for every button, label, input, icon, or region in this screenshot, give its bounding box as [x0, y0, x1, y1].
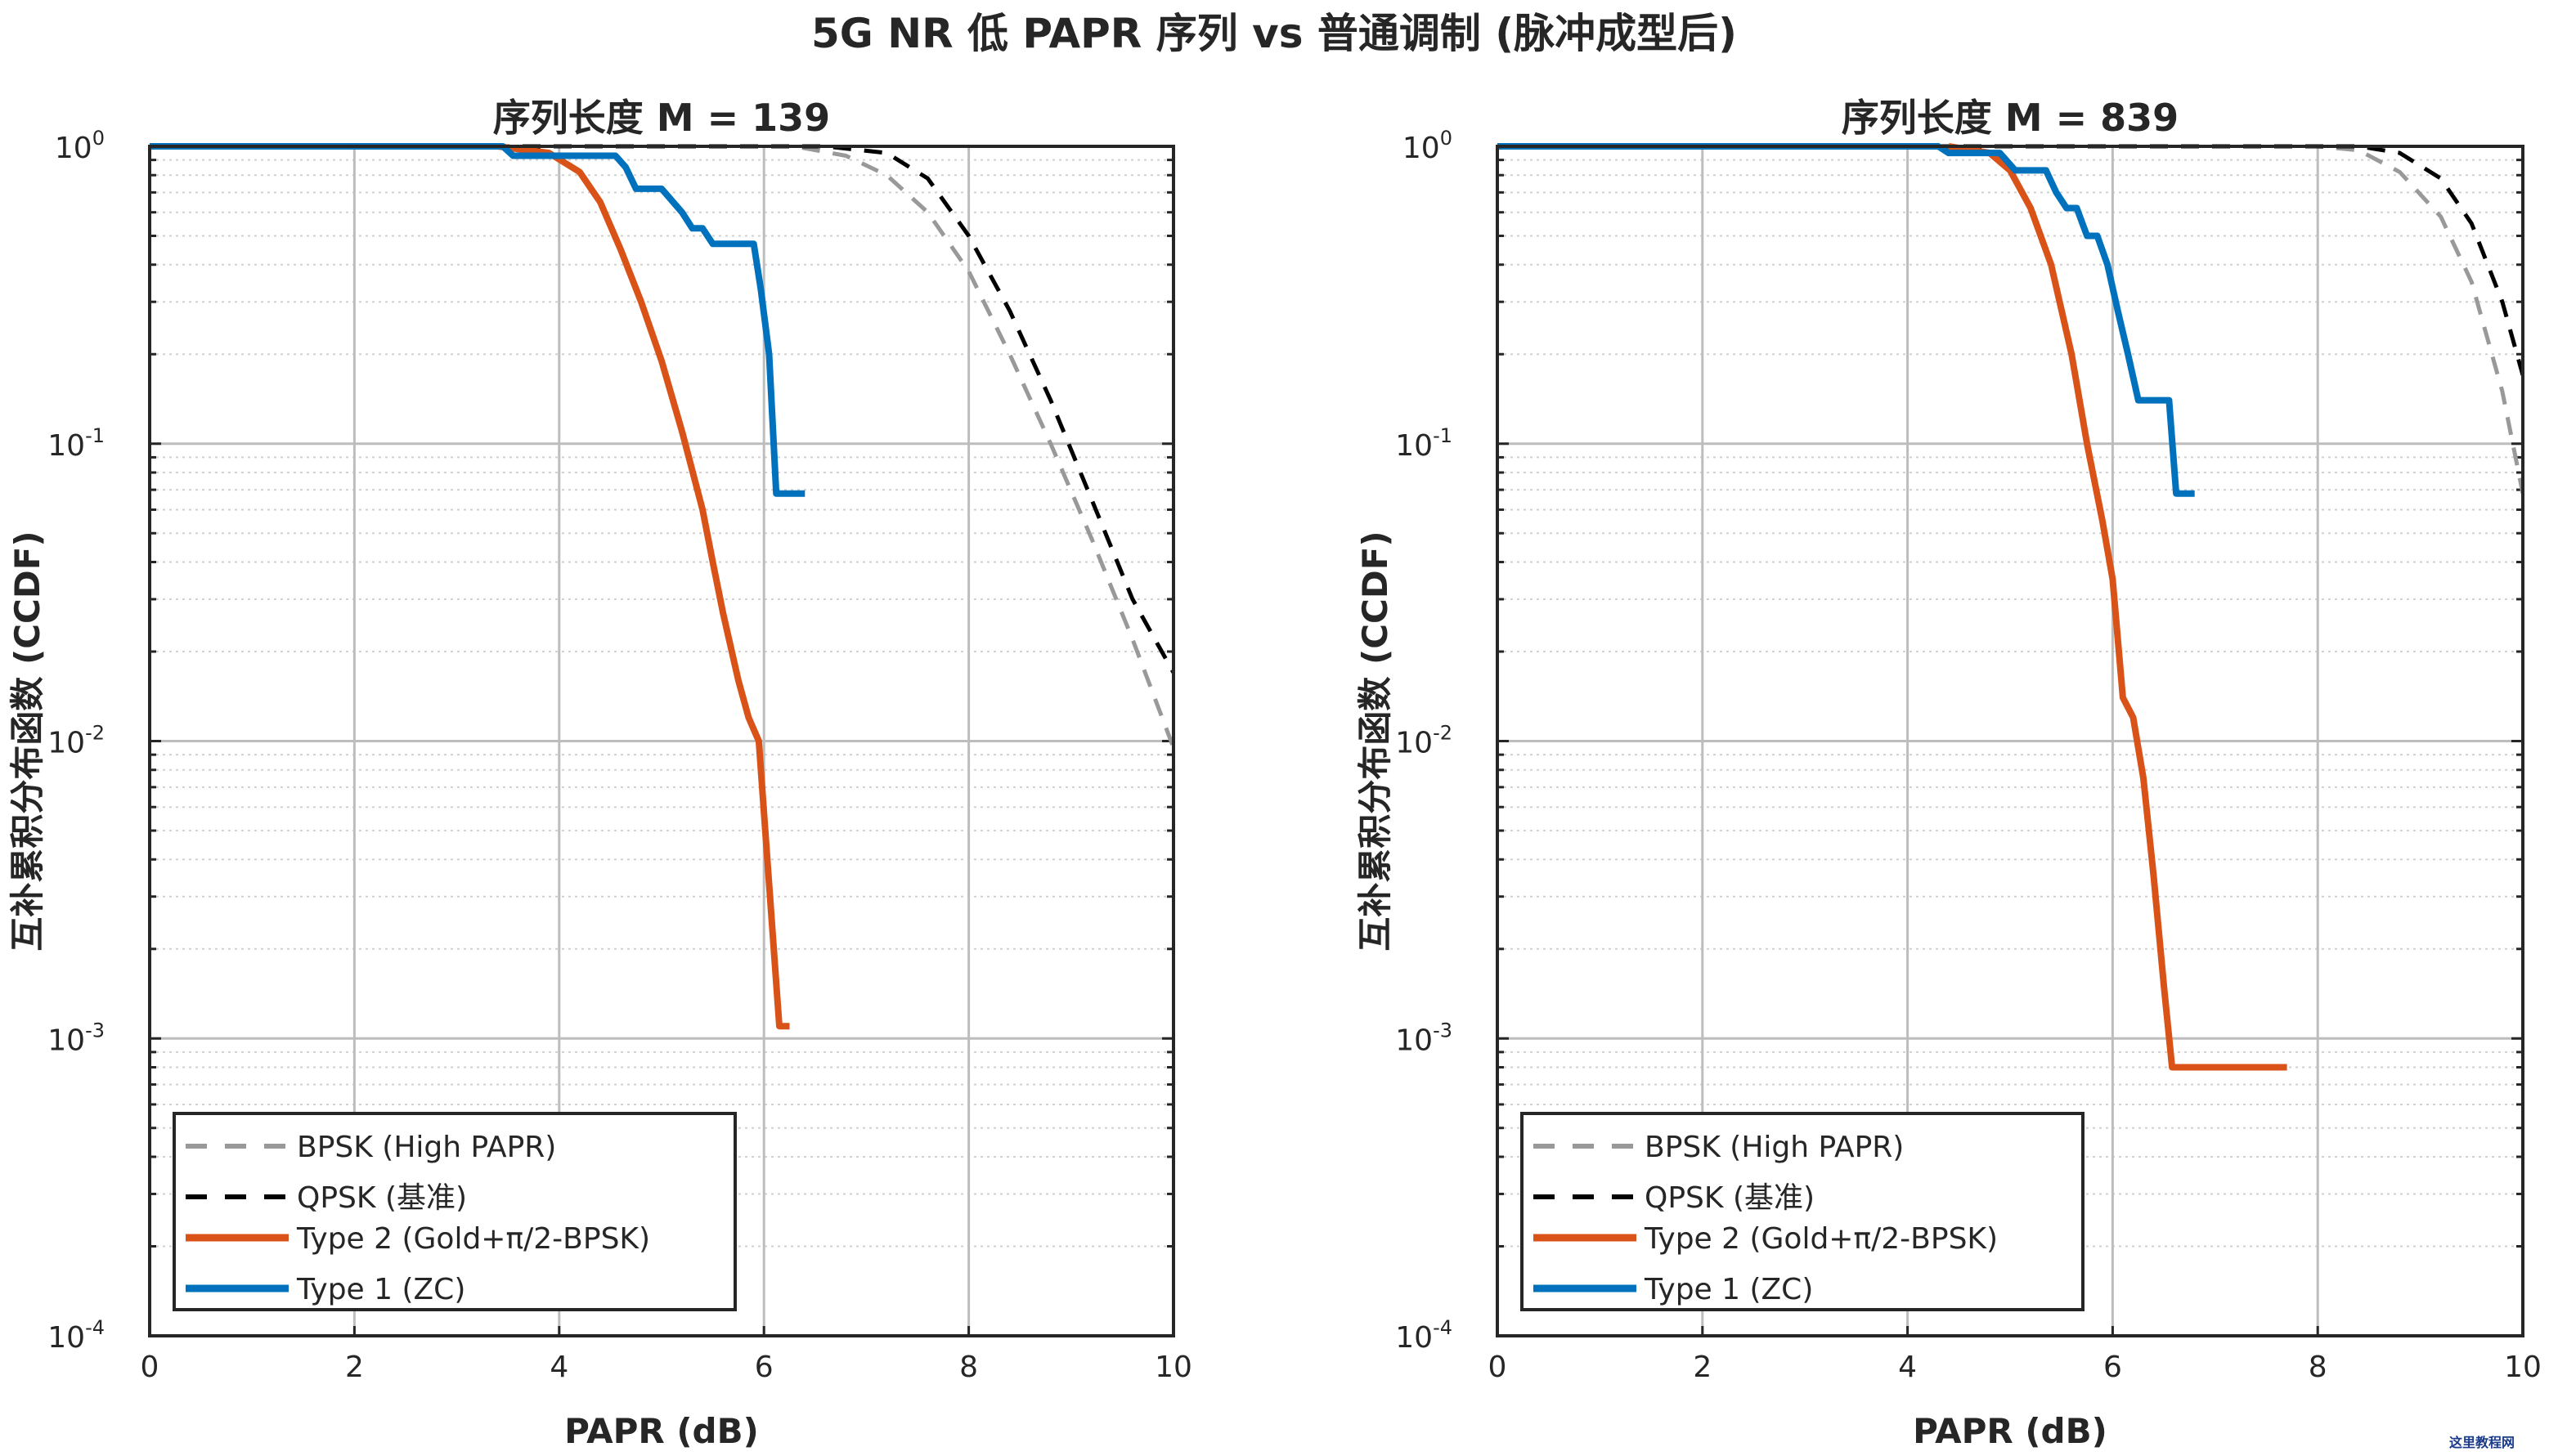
figure-title: 5G NR 低 PAPR 序列 vs 普通调制 (脉冲成型后) — [811, 10, 1737, 57]
x-tick-label: 10 — [2504, 1351, 2542, 1384]
chart-panel-m139: 0 2 4 6 8 10 100 10-1 10-2 10-3 10-4 序列长度 M = 139 PA… — [7, 96, 1192, 1451]
y-tick-exponent: -2 — [85, 722, 105, 745]
legend-label: Type 2 (Gold+π/2-BPSK) — [1644, 1222, 1998, 1256]
series-group — [150, 143, 1174, 1030]
y-tick-exponent: -1 — [1433, 424, 1452, 447]
legend-label: QPSK (基准) — [1645, 1181, 1815, 1215]
y-tick-label: 10-4 — [1395, 1316, 1452, 1355]
y-tick-label: 10-1 — [1395, 424, 1452, 463]
y-tick-label: 10-4 — [47, 1316, 105, 1355]
x-tick-label: 0 — [1488, 1351, 1507, 1384]
x-tick-label: 4 — [1898, 1351, 1917, 1384]
legend-label: Type 1 (ZC) — [1644, 1273, 1813, 1306]
x-tick-label: 10 — [1155, 1351, 1192, 1384]
y-tick-exponent: -3 — [1433, 1019, 1452, 1042]
y-tick-label: 100 — [55, 127, 105, 165]
x-tick-label: 2 — [345, 1351, 364, 1384]
legend-label: BPSK (High PAPR) — [1645, 1131, 1904, 1164]
series-line-qpsk- — [1497, 144, 2523, 376]
x-tick-label: 0 — [141, 1351, 159, 1384]
x-axis-label: PAPR (dB) — [564, 1411, 759, 1451]
y-tick-label: 100 — [1402, 127, 1452, 165]
subplot-title: 序列长度 M = 139 — [493, 96, 830, 140]
y-tick-label: 10-1 — [47, 424, 105, 463]
x-tick-label: 2 — [1693, 1351, 1712, 1384]
chart-panel-m839: 0 2 4 6 8 10 100 10-1 10-2 10-3 10-4 序列长度 M = 839 PA… — [1355, 96, 2542, 1451]
y-tick-label: 10-2 — [1395, 722, 1452, 760]
x-tick-label: 6 — [755, 1351, 774, 1384]
y-tick-exponent: 0 — [92, 127, 105, 150]
y-tick-label: 10-3 — [47, 1019, 105, 1057]
x-tick-label: 6 — [2103, 1351, 2122, 1384]
x-tick-label: 8 — [2309, 1351, 2327, 1384]
x-tick-label: 8 — [959, 1351, 978, 1384]
series-group — [1497, 143, 2523, 1071]
series-line-type-1-zc- — [1497, 143, 2195, 497]
y-tick-exponent: -2 — [1433, 722, 1452, 745]
axes-box — [1496, 145, 2524, 1337]
y-tick-label: 10-2 — [47, 722, 105, 760]
y-tick-exponent: -4 — [1433, 1316, 1452, 1339]
series-line-bpsk-high-papr- — [1497, 144, 2523, 495]
legend-label: BPSK (High PAPR) — [297, 1131, 556, 1164]
y-tick-exponent: -3 — [85, 1019, 105, 1042]
x-tick-label: 4 — [550, 1351, 568, 1384]
y-tick-exponent: -1 — [85, 424, 105, 447]
watermark-logo: 这里教程网 — [2449, 1435, 2515, 1450]
y-tick-exponent: -4 — [85, 1316, 105, 1339]
legend-label: Type 2 (Gold+π/2-BPSK) — [296, 1222, 650, 1256]
series-line-type-1-zc- — [150, 143, 806, 497]
legend: BPSK (High PAPR) QPSK (基准) Type 2 (Gold+π/… — [173, 1112, 737, 1311]
series-line-type-2-gold-2-bpsk- — [497, 143, 790, 1030]
legend: BPSK (High PAPR) QPSK (基准) Type 2 (Gold+π/… — [1520, 1112, 2085, 1311]
y-tick-label: 10-3 — [1395, 1019, 1452, 1057]
axes-box — [148, 145, 1175, 1337]
series-line-type-2-gold-2-bpsk- — [1948, 143, 2287, 1071]
subplot-title: 序列长度 M = 839 — [1842, 96, 2179, 140]
x-axis-label: PAPR (dB) — [1913, 1411, 2107, 1451]
y-axis-label: 互补累积分布函数 (CCDF) — [7, 531, 47, 951]
y-tick-exponent: 0 — [1440, 127, 1452, 150]
legend-label: QPSK (基准) — [297, 1181, 467, 1215]
series-line-qpsk- — [150, 144, 1174, 674]
legend-label: Type 1 (ZC) — [296, 1273, 465, 1306]
y-axis-label: 互补累积分布函数 (CCDF) — [1355, 531, 1395, 951]
